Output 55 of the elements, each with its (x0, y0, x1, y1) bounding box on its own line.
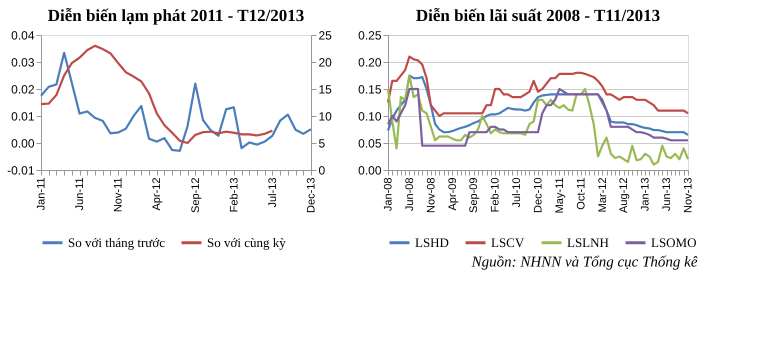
y2-tick-label: 20 (318, 56, 332, 70)
y-tick-label: 0.00 (358, 164, 382, 178)
y-tick-label: 0.15 (358, 82, 382, 96)
chart-title: Diễn biến lạm phát 2011 - T12/2013 (48, 6, 304, 25)
x-tick-label: Jan-13 (640, 178, 652, 212)
chart-title: Diễn biến lãi suất 2008 - T11/2013 (416, 6, 660, 25)
y2-tick-label: 5 (318, 136, 326, 150)
line-series (386, 56, 690, 118)
y-tick-label: 0.03 (11, 56, 35, 70)
x-tick-label: Nov-11 (112, 178, 125, 212)
x-tick-label: Jan-08 (382, 178, 394, 212)
x-tick-label: Mar-12 (596, 178, 609, 212)
x-tick-label: Aug-12 (618, 178, 630, 213)
legend-label: So với cùng kỳ (207, 234, 286, 250)
x-tick-label: Feb-13 (228, 178, 240, 212)
x-tick-label: Sep-12 (190, 178, 202, 213)
y-tick-label: 0.01 (11, 110, 35, 124)
line-series (386, 74, 690, 166)
y2-tick-label: 0 (318, 164, 326, 178)
x-tick-label: Jul-13 (266, 178, 279, 208)
x-tick-label: Apr-09 (446, 178, 459, 211)
x-tick-label: Jun-13 (661, 178, 674, 212)
x-tick-label: Dec-13 (306, 178, 318, 213)
x-tick-label: Jan-11 (36, 178, 48, 210)
x-tick-label: Apr-12 (151, 178, 164, 211)
text: Nguồn: NHNN và Tổng cục Thống kê (470, 254, 698, 270)
x-tick-label: Jun-08 (404, 178, 416, 212)
legend-label: LSOMO (651, 234, 697, 250)
y-tick-label: 0.00 (11, 136, 35, 150)
x-tick-label: Nov-08 (425, 178, 438, 213)
line-series (386, 88, 690, 147)
y-tick-label: 0.25 (358, 28, 382, 42)
x-tick-label: Jul-10 (511, 178, 524, 208)
y-tick-label: 0.20 (358, 56, 382, 70)
x-tick-label: Sep-09 (468, 178, 480, 213)
y-tick-label: 0.04 (11, 28, 35, 42)
y2-tick-label: 15 (318, 82, 332, 96)
x-tick-label: Oct-11 (575, 178, 588, 210)
y-tick-label: -0.01 (7, 164, 35, 178)
x-tick-label: May-11 (554, 178, 566, 214)
y-tick-label: 0.10 (358, 110, 382, 124)
x-tick-label: Jun-11 (74, 178, 86, 210)
line-series (40, 44, 274, 144)
x-tick-label: Dec-10 (532, 178, 544, 213)
line-series (40, 52, 312, 152)
y-tick-label: 0.02 (11, 82, 35, 96)
y2-tick-label: 10 (318, 110, 332, 124)
legend-label: So với tháng trước (68, 234, 166, 250)
y2-tick-label: 25 (318, 28, 332, 42)
legend-label: LSCV (491, 234, 525, 250)
x-tick-label: Feb-10 (490, 178, 502, 212)
legend-label: LSHD (415, 234, 449, 250)
legend-label: LSLNH (567, 234, 609, 250)
x-tick-label: Nov-13 (682, 178, 694, 213)
y-tick-label: 0.05 (358, 136, 382, 150)
